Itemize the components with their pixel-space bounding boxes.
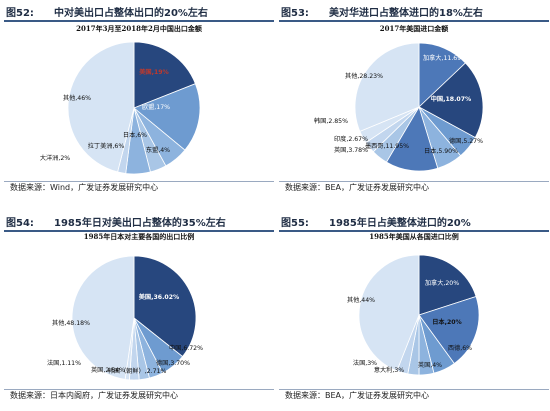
slice-label: 西德,6% (448, 344, 472, 352)
figure-title: 中对美出口占整体出口的20%左右 (54, 8, 208, 19)
figure-number: 图52: (6, 8, 34, 19)
slice-label: 韩国（朝鲜）,2.71% (108, 367, 167, 375)
pie-slice-美国 (133, 41, 196, 109)
chart-title: 2017年美国进口金额 (380, 24, 448, 33)
figure-55: 图55: 1985年日占美整体进口的20% 1985年美国从各国进口比例加拿大,… (279, 214, 549, 410)
divider (4, 181, 274, 182)
slice-label: 欧盟,17% (142, 103, 170, 111)
figure-number: 图55: (281, 218, 309, 229)
chart-title: 1985年美国从各国进口比例 (369, 232, 458, 241)
slice-label: 德国,3.70% (156, 359, 190, 367)
figure-title: 1985年日对美出口占整体的35%左右 (54, 218, 226, 229)
figure-54: 图54: 1985年日对美出口占整体的35%左右 1985年日本对主要各国的出口… (4, 214, 274, 410)
slice-label: 法国,1.11% (47, 359, 81, 367)
source-note: 数据来源：日本内阁府，广发证券发展研究中心 (10, 391, 178, 400)
slice-label: 意大利,3% (374, 366, 404, 374)
slice-label: 日本,6% (123, 131, 147, 139)
figure-52: 图52: 中对美出口占整体出口的20%左右 2017年3月至2018年2月中国出… (4, 4, 274, 200)
source-note: 数据来源：BEA，广发证券发展研究中心 (285, 183, 430, 192)
slice-label: 中国,18.07% (431, 95, 472, 103)
pie-slice-欧盟 (133, 83, 201, 151)
pie-slice-日本 (418, 295, 480, 365)
slice-label: 拉丁美洲,6% (88, 142, 125, 150)
slice-label: 其他,44% (347, 296, 375, 304)
figure-header: 图55: 1985年日占美整体进口的20% (279, 214, 549, 232)
slice-label: 英国,3.78% (334, 146, 368, 154)
figure-title: 1985年日占美整体进口的20% (329, 218, 471, 229)
slice-label: 美国,36.02% (139, 293, 180, 301)
slice-label: 东盟,4% (146, 146, 170, 154)
divider (4, 389, 274, 390)
figure-header: 图54: 1985年日对美出口占整体的35%左右 (4, 214, 274, 232)
pie-slice-其他 (67, 41, 135, 173)
pie-slice-其他 (71, 255, 135, 380)
source-note: 数据来源：BEA，广发证券发展研究中心 (285, 391, 430, 400)
figure-number: 图53: (281, 8, 309, 19)
slice-label: 大洋洲,2% (40, 154, 70, 162)
pie-chart: 2017年美国进口金额加拿大,11.69% 中国,18.07% 德国,5.27% 日本… (279, 22, 549, 180)
slice-label: 美国,19% (139, 68, 169, 76)
pie-chart: 1985年日本对主要各国的出口比例美国,36.02% 中国,6.72% 德国,3.7… (4, 232, 274, 390)
pie-chart: 2017年3月至2018年2月中国出口金额美国,19% 欧盟,17% 日本,6% 东盟… (4, 22, 274, 180)
figure-header: 图52: 中对美出口占整体出口的20%左右 (4, 4, 274, 22)
slice-label: 墨西哥,11.95% (365, 143, 409, 150)
slice-label: 其他,28.23% (345, 72, 383, 80)
slice-label: 日本,20% (432, 318, 462, 326)
pie-chart: 1985年美国从各国进口比例加拿大,20% 日本,20% 西德,6% 英国,4% 意大利… (279, 232, 549, 390)
chart-title: 2017年3月至2018年2月中国出口金额 (76, 24, 202, 33)
divider (279, 389, 549, 390)
pie-slice-其他 (358, 254, 420, 372)
figure-53: 图53: 美对华进口占整体进口的18%左右 2017年美国进口金额加拿大,11.… (279, 4, 549, 200)
slice-label: 加拿大,20% (425, 279, 459, 287)
slice-label: 德国,5.27% (449, 137, 483, 145)
source-note: 数据来源：Wind，广发证券发展研究中心 (10, 183, 159, 192)
figure-header: 图53: 美对华进口占整体进口的18%左右 (279, 4, 549, 22)
slice-label: 中国,6.72% (169, 344, 203, 352)
pie-slice-美国 (133, 255, 197, 358)
slice-label: 加拿大,11.69% (423, 54, 467, 62)
pie-slice-中国 (418, 62, 484, 139)
figure-title: 美对华进口占整体进口的18%左右 (329, 8, 483, 19)
slice-label: 法国,3% (353, 359, 377, 367)
slice-label: 日本,5.90% (424, 147, 458, 155)
slice-label: 其他,46% (63, 94, 91, 102)
pie-slice-加拿大 (418, 254, 477, 316)
divider (279, 181, 549, 182)
slice-label: 其他,48.18% (52, 319, 90, 327)
slice-label: 英国,2.54% (91, 366, 125, 374)
slice-label: 英国,4% (418, 361, 442, 369)
figure-number: 图54: (6, 218, 34, 229)
chart-title: 1985年日本对主要各国的出口比例 (84, 232, 194, 241)
slice-label: 韩国,2.85% (314, 117, 348, 125)
slice-label: 印度,2.67% (334, 135, 368, 143)
pie-slice-其他 (354, 42, 420, 132)
